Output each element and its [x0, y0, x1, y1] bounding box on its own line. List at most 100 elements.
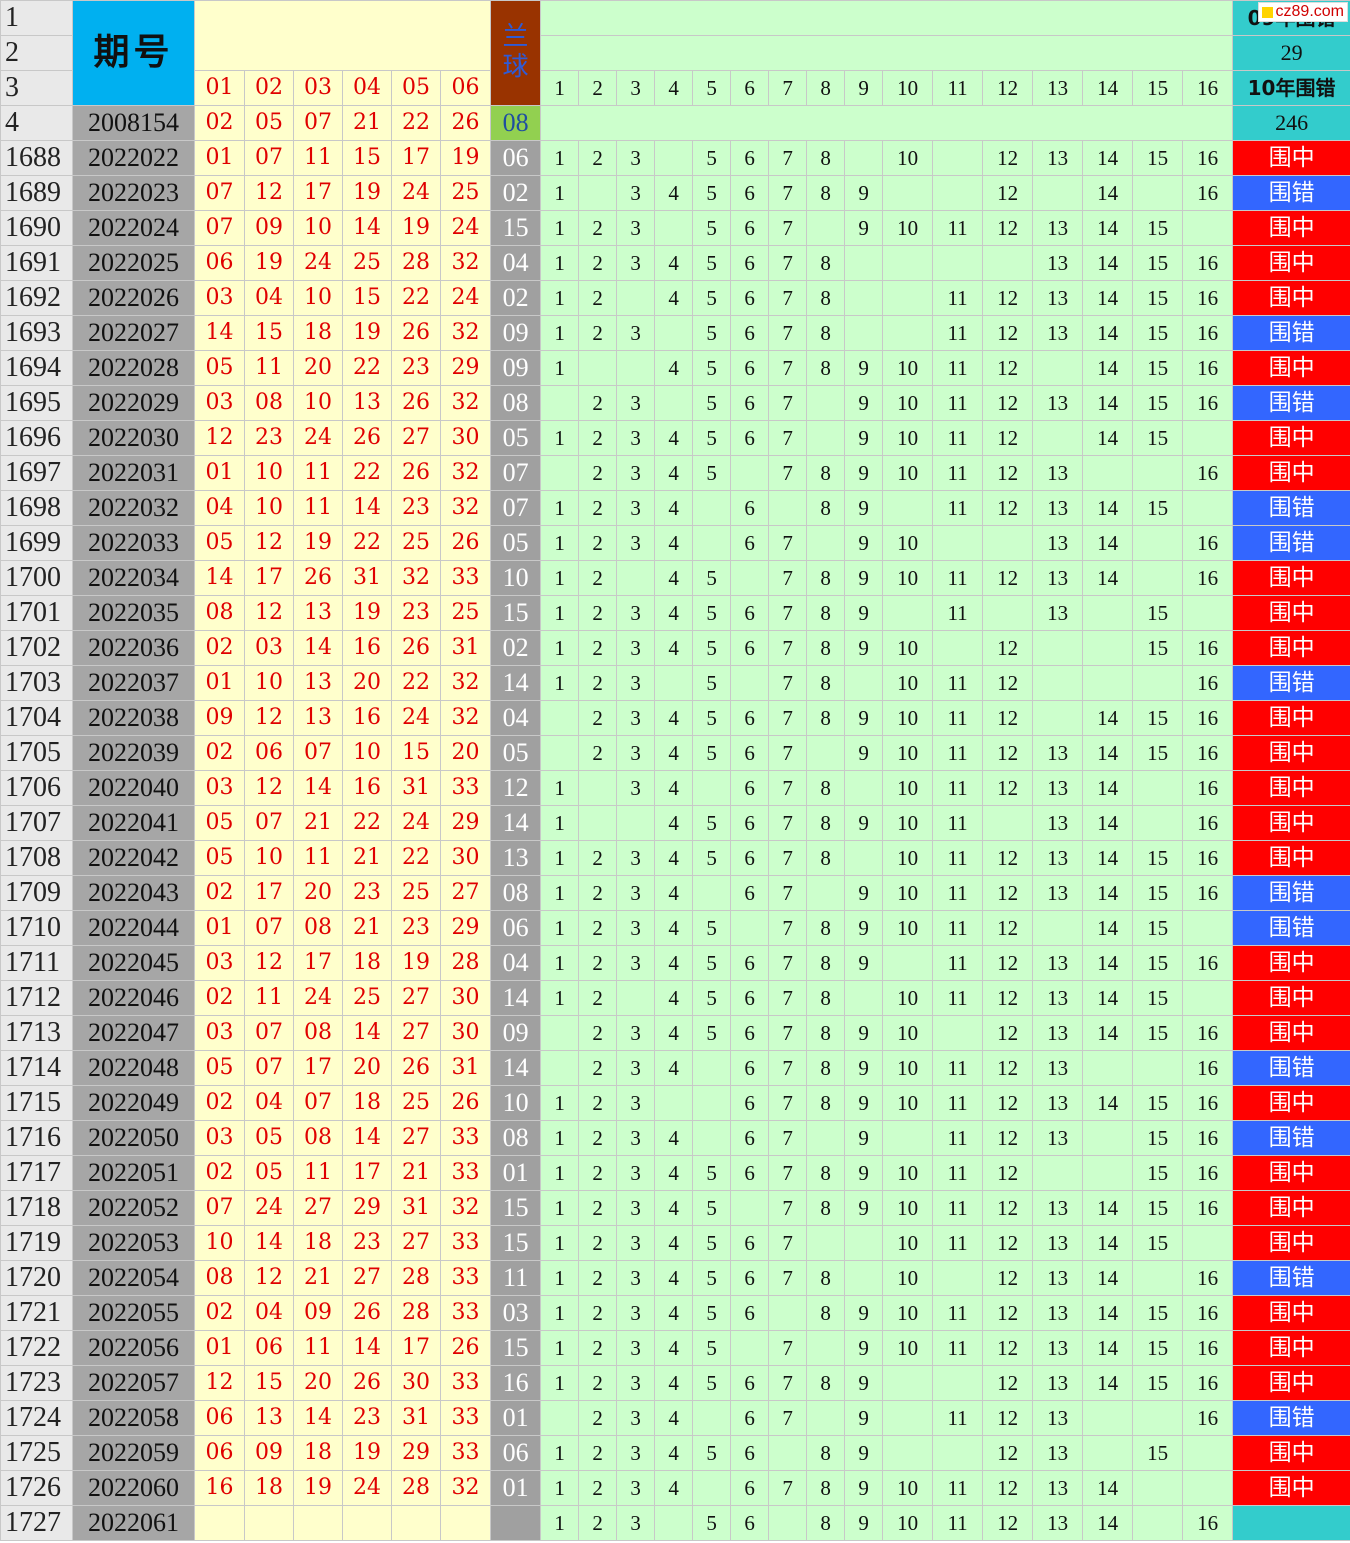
sel-cell	[882, 945, 934, 981]
red-ball: 31	[391, 1400, 441, 1436]
row-number[interactable]: 1690	[0, 210, 73, 246]
row-number[interactable]: 1694	[0, 350, 73, 386]
row-number[interactable]: 1716	[0, 1120, 73, 1156]
sel-cell: 14	[1082, 945, 1134, 981]
row-number[interactable]: 1726	[0, 1470, 73, 1506]
red-ball: 07	[244, 1050, 294, 1086]
row-number[interactable]: 1708	[0, 840, 73, 876]
row-number[interactable]: 1703	[0, 665, 73, 701]
row-number[interactable]: 1723	[0, 1365, 73, 1401]
row-number[interactable]: 1695	[0, 385, 73, 421]
sel-cell: 7	[768, 245, 808, 281]
red-ball: 26	[391, 630, 441, 666]
row-number[interactable]: 1689	[0, 175, 73, 211]
row-number[interactable]: 2	[0, 35, 73, 71]
sel-cell	[1182, 420, 1234, 456]
row-number[interactable]: 1692	[0, 280, 73, 316]
row-number[interactable]: 1704	[0, 700, 73, 736]
red-ball: 02	[194, 1155, 245, 1191]
sel-cell: 5	[692, 700, 732, 736]
sel-cell: 12	[982, 1295, 1034, 1331]
row-number[interactable]: 1718	[0, 1190, 73, 1226]
row-number[interactable]: 1705	[0, 735, 73, 771]
sel-cell: 12	[982, 770, 1034, 806]
sel-cell: 8	[806, 1155, 846, 1191]
sel-cell: 2	[578, 1400, 618, 1436]
row-number[interactable]: 1691	[0, 245, 73, 281]
row-number[interactable]: 1707	[0, 805, 73, 841]
sel-cell: 10	[882, 980, 934, 1016]
sel-cell: 8	[806, 1050, 846, 1086]
sel-cell	[692, 1470, 732, 1506]
red-ball: 22	[391, 280, 441, 316]
row-number[interactable]: 1701	[0, 595, 73, 631]
red-ball: 12	[244, 770, 294, 806]
row-number[interactable]: 1697	[0, 455, 73, 491]
red-ball: 14	[244, 1225, 294, 1261]
row-number[interactable]: 1696	[0, 420, 73, 456]
row-number[interactable]: 1719	[0, 1225, 73, 1261]
sel-cell: 13	[1032, 385, 1084, 421]
row-number[interactable]: 1727	[0, 1505, 73, 1541]
red-ball: 07	[244, 1015, 294, 1051]
sel-cell: 6	[730, 1225, 770, 1261]
row-number[interactable]: 1724	[0, 1400, 73, 1436]
sel-cell: 10	[882, 140, 934, 176]
row-number[interactable]: 1699	[0, 525, 73, 561]
row-number[interactable]: 1712	[0, 980, 73, 1016]
sel-cell: 1	[540, 665, 580, 701]
sel-cell: 13	[1032, 210, 1084, 246]
sel-cell	[1032, 175, 1084, 211]
row-number[interactable]: 1715	[0, 1085, 73, 1121]
red-ball: 28	[391, 1470, 441, 1506]
period-header: 期号	[72, 0, 195, 106]
row-number[interactable]: 1720	[0, 1260, 73, 1296]
sel-cell: 7	[768, 1225, 808, 1261]
row-number[interactable]: 1711	[0, 945, 73, 981]
row-number[interactable]: 1706	[0, 770, 73, 806]
sel-cell: 13	[1032, 1050, 1084, 1086]
row-number[interactable]: 1725	[0, 1435, 73, 1471]
row-number[interactable]: 1709	[0, 875, 73, 911]
row-number[interactable]: 1700	[0, 560, 73, 596]
row-number[interactable]: 1714	[0, 1050, 73, 1086]
sel-cell	[730, 1190, 770, 1226]
sel-cell: 13	[1032, 805, 1084, 841]
row-number[interactable]: 1698	[0, 490, 73, 526]
sel-cell: 11	[932, 910, 984, 946]
row-number[interactable]: 1688	[0, 140, 73, 176]
red-ball: 19	[439, 140, 492, 176]
table-row: 1727 2022061 1 2 3 5 6 8 9 10 11 12 13 14 16	[0, 1505, 1350, 1541]
row-number[interactable]: 1710	[0, 910, 73, 946]
row-number[interactable]: 1722	[0, 1330, 73, 1366]
red-ball: 26	[439, 1085, 492, 1121]
sel-cell: 1	[540, 1085, 580, 1121]
sel-cell: 6	[730, 245, 770, 281]
sel-cell: 4	[654, 1295, 694, 1331]
row-number[interactable]: 1721	[0, 1295, 73, 1331]
sel-cell: 2	[578, 840, 618, 876]
row-number[interactable]: 1	[0, 0, 73, 36]
sel-cell: 8	[806, 805, 846, 841]
row-number[interactable]: 1693	[0, 315, 73, 351]
sel-cell: 11	[932, 385, 984, 421]
red-ball: 12	[244, 175, 294, 211]
period-cell: 2022057	[72, 1365, 195, 1401]
row-number[interactable]: 3	[0, 70, 73, 106]
row-number[interactable]: 1717	[0, 1155, 73, 1191]
sel-cell: 10	[882, 1505, 934, 1541]
red-ball: 12	[244, 945, 294, 981]
status-badge: 围错	[1232, 490, 1350, 526]
sel-cell: 1	[540, 560, 580, 596]
sel-cell: 2	[578, 140, 618, 176]
row-number[interactable]: 1713	[0, 1015, 73, 1051]
red-ball: 05	[194, 805, 245, 841]
row-number[interactable]: 4	[0, 105, 73, 141]
grid-blank	[540, 0, 1234, 36]
sel-cell	[882, 1435, 934, 1471]
status-badge: 围中	[1232, 980, 1350, 1016]
row-number[interactable]: 1702	[0, 630, 73, 666]
sel-cell: 15	[1132, 1155, 1184, 1191]
sel-cell: 11	[932, 560, 984, 596]
sel-cell: 7	[768, 1260, 808, 1296]
